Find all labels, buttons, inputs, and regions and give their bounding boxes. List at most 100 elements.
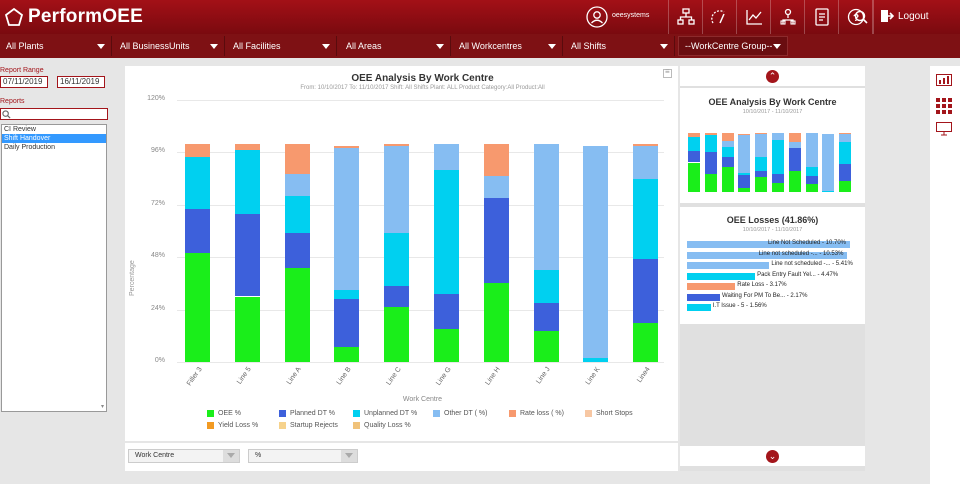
- bar-segment[interactable]: [384, 307, 410, 362]
- legend-item[interactable]: Yield Loss %: [207, 422, 258, 429]
- loss-bar[interactable]: [687, 272, 756, 280]
- bar-segment[interactable]: [234, 150, 260, 214]
- bar-stack[interactable]: [533, 66, 559, 441]
- hierarchy-button[interactable]: [668, 0, 702, 34]
- bar-segment[interactable]: [633, 322, 659, 362]
- bar-stack[interactable]: [234, 66, 260, 441]
- presentation-icon[interactable]: [936, 122, 952, 136]
- legend-item[interactable]: Planned DT %: [279, 410, 335, 417]
- oee-losses-card[interactable]: OEE Losses (41.86%) 10/10/2017 - 11/10/2…: [680, 207, 865, 324]
- bar-segment[interactable]: [384, 233, 410, 286]
- user-button[interactable]: [580, 0, 614, 34]
- bar-segment[interactable]: [633, 143, 659, 146]
- bar-segment[interactable]: [284, 174, 310, 197]
- bar-stack[interactable]: [434, 66, 459, 441]
- bar-segment[interactable]: [185, 143, 210, 157]
- dashboard-chart-icon[interactable]: [936, 74, 952, 88]
- bar-stack[interactable]: [185, 66, 210, 441]
- bar-segment[interactable]: [483, 176, 509, 199]
- bar-segment[interactable]: [533, 143, 559, 271]
- bar-segment[interactable]: [234, 213, 260, 297]
- bar-segment[interactable]: [434, 169, 459, 295]
- bar-segment[interactable]: [434, 294, 459, 330]
- filter-shifts[interactable]: All Shifts: [565, 36, 675, 56]
- bar-segment[interactable]: [185, 252, 210, 362]
- scroll-down-button[interactable]: ⌄: [680, 446, 865, 466]
- date-from-field[interactable]: 07/11/2019: [0, 76, 48, 88]
- report-item-shift-handover[interactable]: Shift Handover: [2, 134, 106, 143]
- bar-stack[interactable]: [384, 66, 410, 441]
- bar-segment[interactable]: [384, 145, 410, 234]
- bar-segment[interactable]: [434, 143, 459, 170]
- bar-segment[interactable]: [633, 145, 659, 179]
- bar-segment[interactable]: [234, 143, 260, 151]
- bar-segment[interactable]: [284, 196, 310, 234]
- report-item-ci-review[interactable]: CI Review: [4, 126, 36, 133]
- bar-segment[interactable]: [533, 331, 559, 362]
- loss-bar[interactable]: [687, 251, 848, 259]
- bar-segment[interactable]: [633, 178, 659, 260]
- bar-segment[interactable]: [334, 289, 360, 299]
- filter-workcentres[interactable]: All Workcentres: [453, 36, 563, 56]
- bar-segment[interactable]: [583, 145, 609, 358]
- bar-segment[interactable]: [284, 143, 310, 175]
- bar-stack[interactable]: [633, 66, 659, 441]
- legend-item[interactable]: Quality Loss %: [353, 422, 411, 429]
- group-by-select[interactable]: Work Centre: [128, 449, 240, 463]
- search-button[interactable]: [846, 0, 876, 34]
- chart-menu-button[interactable]: [663, 67, 672, 78]
- scroll-up-button[interactable]: ⌃: [680, 66, 865, 86]
- mini-chart-card[interactable]: OEE Analysis By Work Centre 10/10/2017 -…: [680, 88, 865, 203]
- bar-stack[interactable]: [334, 66, 360, 441]
- filter-plants[interactable]: All Plants: [0, 36, 112, 56]
- bar-segment[interactable]: [483, 283, 509, 362]
- legend-item[interactable]: OEE %: [207, 410, 241, 417]
- filter-business-units[interactable]: All BusinessUnits: [114, 36, 225, 56]
- scroll-down-arrow-icon[interactable]: ▾: [100, 404, 104, 410]
- bar-segment[interactable]: [185, 156, 210, 210]
- loss-bar[interactable]: [687, 304, 711, 311]
- bar-segment[interactable]: [284, 268, 310, 362]
- bar-segment[interactable]: [234, 296, 260, 362]
- legend-item[interactable]: Rate loss ( %): [509, 410, 564, 417]
- unit-select[interactable]: %: [248, 449, 358, 463]
- loss-bar[interactable]: [687, 283, 736, 290]
- bar-segment[interactable]: [334, 346, 360, 362]
- legend-item[interactable]: Short Stops: [585, 410, 633, 417]
- date-to-field[interactable]: 16/11/2019: [57, 76, 105, 88]
- bar-segment[interactable]: [284, 233, 310, 269]
- bar-segment[interactable]: [583, 357, 609, 362]
- report-item-daily-production[interactable]: Daily Production: [4, 144, 55, 151]
- bar-segment[interactable]: [334, 145, 360, 149]
- bar-segment[interactable]: [384, 143, 410, 146]
- report-list[interactable]: CI Review Shift Handover Daily Productio…: [1, 124, 107, 412]
- bar-segment[interactable]: [533, 303, 559, 332]
- bar-segment[interactable]: [384, 285, 410, 308]
- bar-segment[interactable]: [533, 270, 559, 304]
- legend-item[interactable]: Other DT ( %): [433, 410, 487, 417]
- report-search-input[interactable]: [0, 108, 108, 120]
- filter-workcentre-group[interactable]: --WorkCentre Group--: [678, 36, 788, 56]
- user-name[interactable]: oeesystems: [612, 12, 650, 19]
- bar-segment[interactable]: [483, 143, 509, 177]
- legend-item[interactable]: Startup Rejects: [279, 422, 338, 429]
- document-button[interactable]: [804, 0, 838, 34]
- loss-bar[interactable]: [687, 262, 770, 269]
- app-logo[interactable]: PerformOEE: [4, 5, 143, 29]
- filter-areas[interactable]: All Areas: [340, 36, 451, 56]
- bar-stack[interactable]: [284, 66, 310, 441]
- bar-stack[interactable]: [583, 66, 609, 441]
- org-button[interactable]: [770, 0, 804, 34]
- bar-segment[interactable]: [633, 259, 659, 323]
- gauge-button[interactable]: [702, 0, 736, 34]
- logout-button[interactable]: Logout: [880, 9, 929, 23]
- filter-facilities[interactable]: All Facilities: [227, 36, 337, 56]
- grid-view-icon[interactable]: [936, 98, 952, 114]
- line-chart-button[interactable]: [736, 0, 770, 34]
- bar-stack[interactable]: [483, 66, 509, 441]
- bar-segment[interactable]: [483, 198, 509, 284]
- bar-segment[interactable]: [434, 329, 459, 362]
- loss-bar[interactable]: [687, 293, 721, 301]
- bar-segment[interactable]: [185, 209, 210, 253]
- bar-segment[interactable]: [334, 148, 360, 290]
